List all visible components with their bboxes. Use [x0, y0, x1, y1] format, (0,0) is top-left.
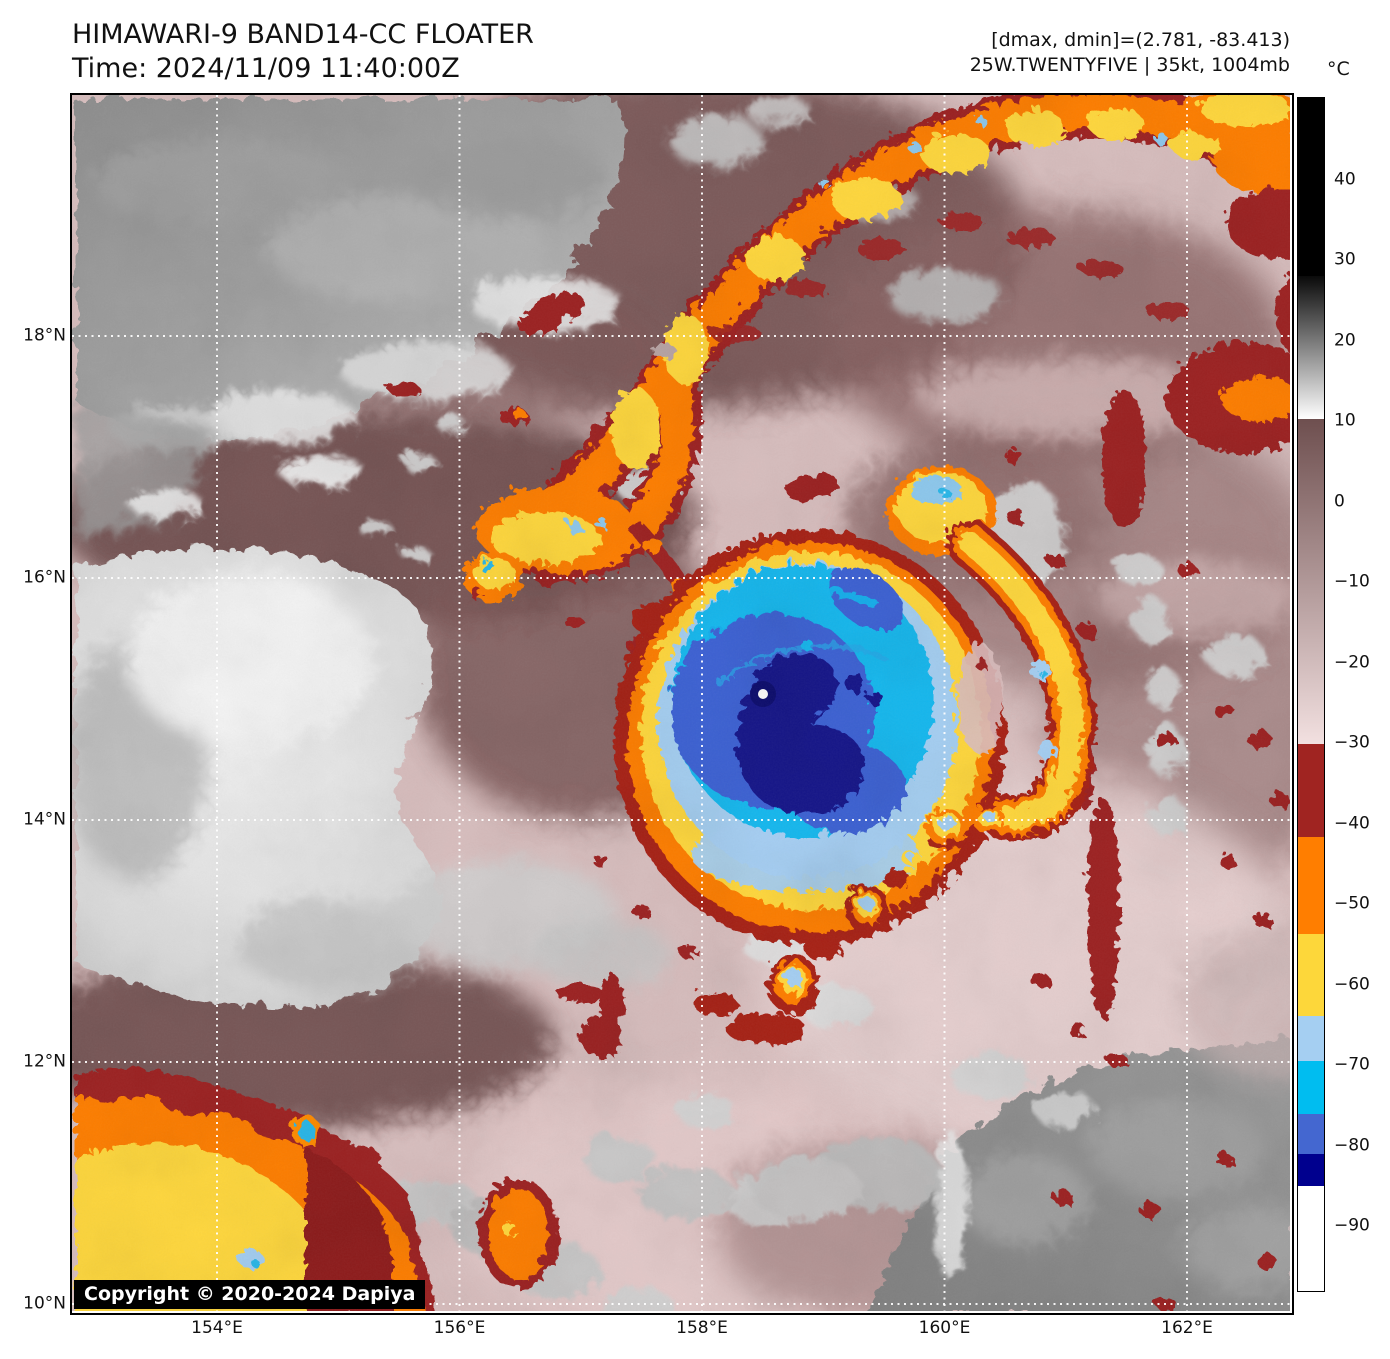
product-time: Time: 2024/11/09 11:40:00Z: [72, 53, 460, 84]
colorbar-tick-label: −20: [1334, 652, 1370, 673]
lat-tick-label: 16°N: [23, 567, 66, 588]
colorbar: [1297, 97, 1325, 1292]
satellite-image: [72, 95, 1290, 1311]
lon-tick-label: 154°E: [191, 1318, 243, 1338]
colorbar-segment-4: [1298, 836, 1324, 934]
lon-tick-label: 158°E: [676, 1318, 728, 1338]
lon-tick-label: 162°E: [1161, 1318, 1213, 1338]
lat-tick-label: 10°N: [23, 1293, 66, 1314]
lat-tick-label: 14°N: [23, 809, 66, 830]
lon-tick-label: 156°E: [433, 1318, 486, 1338]
colorbar-tick-label: −50: [1334, 894, 1370, 915]
colorbar-tick-label: 40: [1334, 169, 1356, 190]
title-block: HIMAWARI-9 BAND14-CC FLOATER Time: 2024/…: [72, 18, 534, 86]
colorbar-segment-6: [1298, 1015, 1324, 1061]
colorbar-tick-label: −60: [1334, 974, 1370, 995]
colorbar-segment-7: [1298, 1060, 1324, 1114]
colorbar-tick-label: −80: [1334, 1135, 1370, 1156]
lon-tick-label: 160°E: [918, 1318, 971, 1338]
colorbar-tick-label: −90: [1334, 1215, 1370, 1236]
colorbar-tick-label: 0: [1334, 491, 1345, 512]
colorbar-tick-label: −10: [1334, 572, 1370, 593]
product-title: HIMAWARI-9 BAND14-CC FLOATER: [72, 19, 534, 50]
lat-tick-label: 18°N: [23, 325, 66, 346]
colorbar-tick-label: −70: [1334, 1055, 1370, 1076]
info-block: [dmax, dmin]=(2.781, -83.413) 25W.TWENTY…: [970, 28, 1290, 78]
colorbar-segment-8: [1298, 1113, 1324, 1155]
colorbar-segment-2: [1298, 419, 1324, 744]
colorbar-segment-0: [1298, 98, 1324, 276]
satellite-map: Copyright © 2020-2024 Dapiya: [72, 95, 1290, 1311]
colorbar-tick-label: −40: [1334, 813, 1370, 834]
sensor-grain-texture: [72, 95, 1290, 1311]
colorbar-tick-label: 10: [1334, 411, 1356, 432]
storm-info-readout: 25W.TWENTYFIVE | 35kt, 1004mb: [969, 54, 1290, 76]
colorbar-segment-3: [1298, 743, 1324, 837]
colorbar-segment-9: [1298, 1154, 1324, 1186]
colorbar-segment-10: [1298, 1185, 1324, 1291]
colorbar-segment-1: [1298, 275, 1324, 420]
colorbar-segment-5: [1298, 933, 1324, 1016]
colorbar-tick-label: 30: [1334, 250, 1356, 271]
dmax-dmin-readout: [dmax, dmin]=(2.781, -83.413): [991, 29, 1290, 51]
colorbar-tick-label: −30: [1334, 733, 1370, 754]
colorbar-unit-label: °C: [1327, 58, 1350, 80]
colorbar-tick-label: 20: [1334, 330, 1356, 351]
lat-tick-label: 12°N: [23, 1051, 66, 1072]
copyright-watermark: Copyright © 2020-2024 Dapiya: [74, 1280, 426, 1309]
